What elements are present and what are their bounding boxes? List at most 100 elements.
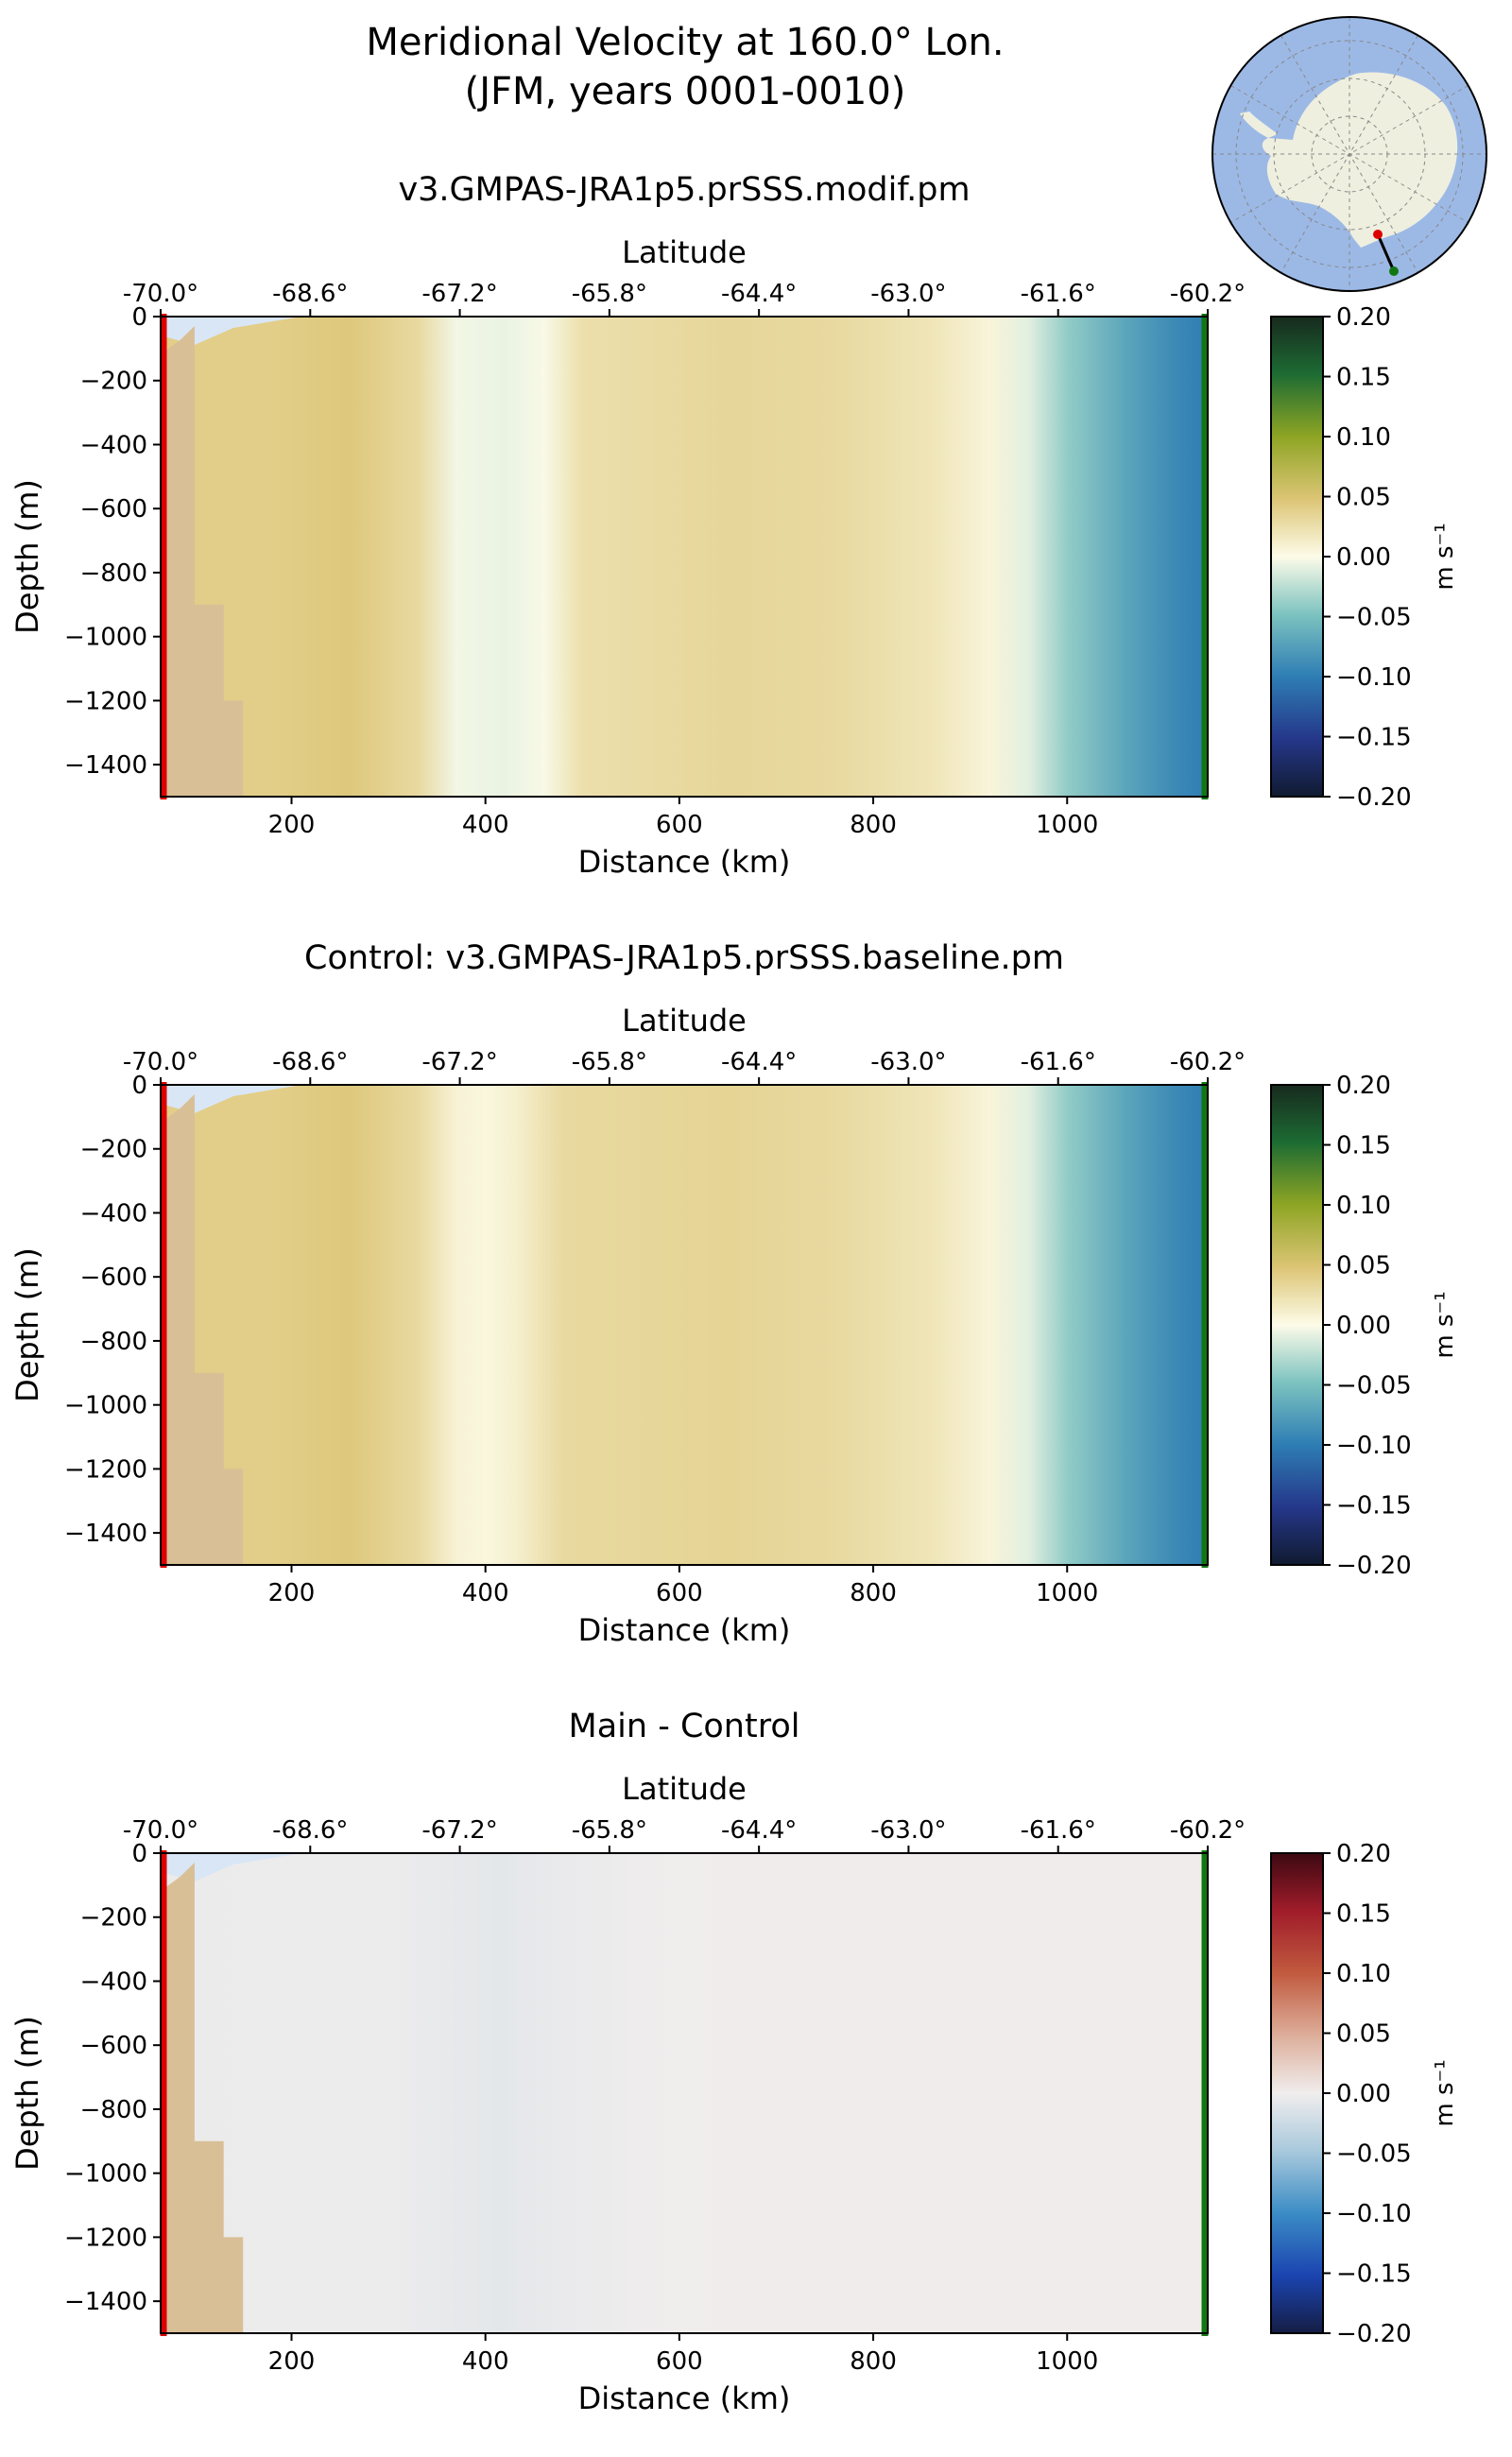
x-tick-label: 200: [268, 2347, 316, 2376]
y-tick-label: −200: [80, 368, 147, 396]
lat-tick-label: -65.8°: [572, 1048, 647, 1076]
lat-tick-label: -65.8°: [572, 280, 647, 308]
y-axis-label: Depth (m): [9, 479, 45, 634]
latitude-axis-label: Latitude: [622, 234, 747, 270]
lat-tick-label: -65.8°: [572, 1816, 647, 1845]
lat-tick-label: -67.2°: [421, 1816, 497, 1845]
x-tick-label: 800: [850, 811, 897, 839]
map-border: [1211, 16, 1487, 292]
map-gridlines: [1212, 17, 1486, 291]
panel-title: v3.GMPAS-JRA1p5.prSSS.modif.pm: [398, 171, 970, 209]
y-tick-label: −800: [80, 2096, 147, 2124]
x-tick-label: 400: [462, 1579, 509, 1607]
y-tick-label: −1400: [64, 1520, 147, 1548]
axes-frame: [160, 1852, 1209, 2334]
y-tick-label: −1000: [64, 1392, 147, 1420]
y-tick-label: −1000: [64, 624, 147, 652]
colorbar-tick-label: −0.20: [1336, 783, 1412, 812]
y-tick-label: −1200: [64, 1455, 147, 1484]
velocity-field: [161, 1085, 1208, 1565]
x-tick-label: 800: [850, 1579, 897, 1607]
y-tick-label: −1200: [64, 2224, 147, 2252]
x-tick-label: 600: [656, 2347, 703, 2376]
y-tick-label: −800: [80, 559, 147, 588]
y-tick-label: −400: [80, 1199, 147, 1228]
lat-tick-label: -61.6°: [1021, 1816, 1096, 1845]
x-tick-label: 200: [268, 1579, 316, 1607]
colorbar-tick-label: 0.05: [1336, 1252, 1391, 1280]
y-tick-label: −600: [80, 2032, 147, 2060]
x-axis-label: Distance (km): [578, 1612, 791, 1648]
transect-end-marker: [1389, 266, 1399, 276]
panel-2: Control: v3.GMPAS-JRA1p5.prSSS.baseline.…: [9, 939, 1459, 1648]
colorbar-tick-label: −0.15: [1336, 1492, 1412, 1521]
y-tick-label: −400: [80, 1967, 147, 1996]
lat-tick-label: -63.0°: [870, 280, 946, 308]
colorbar-tick-label: −0.05: [1336, 1372, 1412, 1400]
y-tick-label: −1400: [64, 751, 147, 780]
panel-title: Control: v3.GMPAS-JRA1p5.prSSS.baseline.…: [304, 939, 1064, 977]
colorbar-tick-label: 0.00: [1336, 2080, 1391, 2108]
lat-tick-label: -70.0°: [123, 280, 198, 308]
lat-tick-label: -70.0°: [123, 1816, 198, 1845]
y-tick-label: −1200: [64, 687, 147, 715]
colorbar: [1270, 316, 1324, 798]
colorbar-tick-label: −0.10: [1336, 1432, 1412, 1460]
x-axis-label: Distance (km): [578, 2380, 791, 2416]
ice-shelf-region: [161, 317, 301, 345]
colorbar-tick-label: −0.15: [1336, 724, 1412, 752]
y-tick-label: −600: [80, 495, 147, 524]
lat-tick-label: -67.2°: [421, 280, 497, 308]
colorbar-tick-label: 0.15: [1336, 1132, 1391, 1160]
velocity-field: [161, 317, 1208, 797]
lat-tick-label: -70.0°: [123, 1048, 198, 1076]
lat-tick-label: -67.2°: [421, 1048, 497, 1076]
lat-tick-label: -61.6°: [1021, 280, 1096, 308]
colorbar-tick-label: 0.20: [1336, 1840, 1391, 1868]
panel-1: v3.GMPAS-JRA1p5.prSSS.modif.pm 200 400 600 8…: [9, 171, 1459, 880]
x-tick-label: 1000: [1036, 1579, 1098, 1607]
x-axis-label: Distance (km): [578, 844, 791, 880]
y-tick-label: −600: [80, 1263, 147, 1292]
y-tick-label: −400: [80, 431, 147, 459]
colorbar-tick-label: 0.05: [1336, 484, 1391, 512]
lat-tick-label: -64.4°: [721, 1816, 797, 1845]
y-tick-label: −1400: [64, 2288, 147, 2316]
velocity-field: [161, 1853, 1208, 2333]
y-tick-label: −800: [80, 1328, 147, 1356]
lat-tick-label: -60.2°: [1170, 1816, 1246, 1845]
y-tick-label: 0: [131, 1840, 147, 1868]
colorbar: [1270, 1852, 1324, 2334]
ice-shelf-region: [161, 1853, 301, 1881]
colorbar-tick-label: 0.20: [1336, 303, 1391, 332]
y-tick-label: 0: [131, 303, 147, 332]
colorbar-tick-label: 0.00: [1336, 543, 1391, 572]
colorbar: [1270, 1084, 1324, 1566]
y-axis-label: Depth (m): [9, 1247, 45, 1402]
colorbar-tick-label: 0.10: [1336, 423, 1391, 452]
colorbar-tick-label: −0.15: [1336, 2260, 1412, 2289]
lat-tick-label: -68.6°: [272, 1816, 348, 1845]
lat-tick-label: -60.2°: [1170, 1048, 1246, 1076]
transect-line: [1376, 233, 1396, 272]
axes-frame: [160, 1084, 1209, 1566]
ice-shelf-region: [161, 1085, 301, 1113]
panel-3: Main - Control 200 400 600 800 1000 Distance (…: [9, 1708, 1459, 2416]
colorbar-tick-label: 0.10: [1336, 1192, 1391, 1220]
y-tick-label: −200: [80, 1904, 147, 1933]
lat-tick-label: -60.2°: [1170, 280, 1246, 308]
colorbar-tick-label: 0.05: [1336, 2020, 1391, 2049]
lat-tick-label: -64.4°: [721, 1048, 797, 1076]
colorbar-tick-label: 0.15: [1336, 364, 1391, 392]
x-tick-label: 200: [268, 811, 316, 839]
inset-map-antarctica: [1211, 16, 1487, 292]
panel-title: Main - Control: [569, 1708, 800, 1745]
x-tick-label: 800: [850, 2347, 897, 2376]
lat-tick-label: -63.0°: [870, 1048, 946, 1076]
y-axis-label: Depth (m): [9, 2016, 45, 2171]
colorbar-tick-label: 0.20: [1336, 1072, 1391, 1100]
bathymetry: [161, 1863, 267, 2333]
axes-frame: [160, 316, 1209, 798]
map-antarctica-land: [1240, 72, 1458, 248]
map-meridian-line: [1230, 85, 1469, 223]
